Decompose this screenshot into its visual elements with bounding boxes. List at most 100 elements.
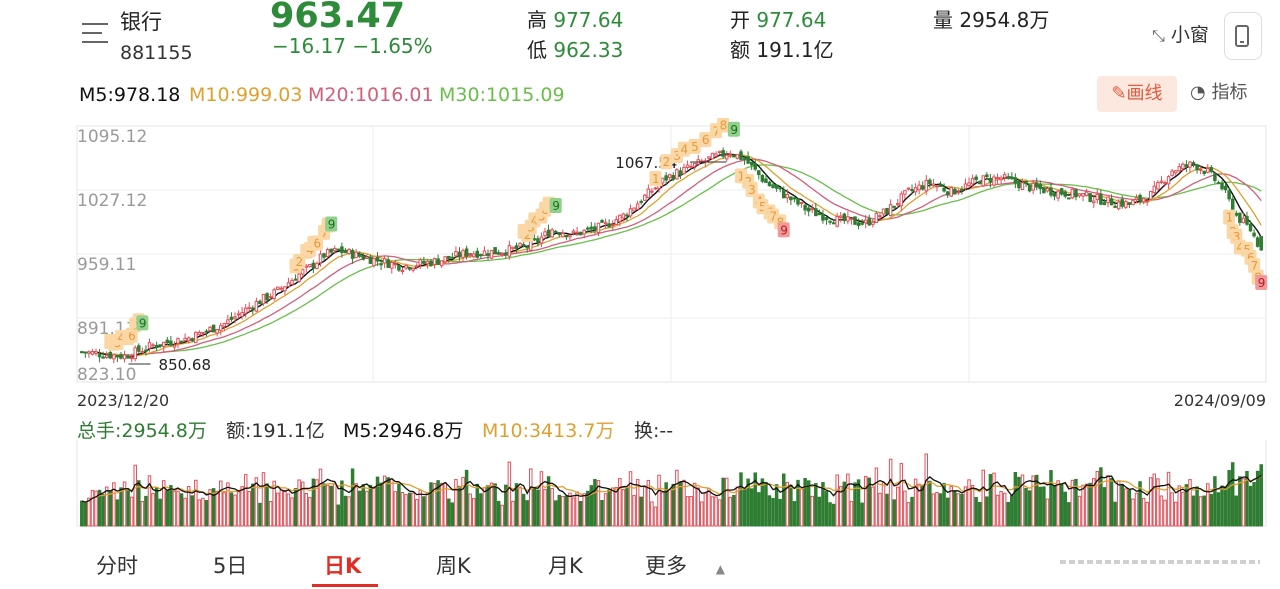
candle xyxy=(621,213,626,219)
candle xyxy=(532,238,537,241)
candle xyxy=(447,255,451,259)
menu-icon[interactable] xyxy=(82,22,108,44)
volume-bar xyxy=(126,490,130,527)
candle xyxy=(179,340,184,343)
volume-bar xyxy=(760,478,765,527)
volume-bar xyxy=(511,500,515,527)
count-marker-label: 1 xyxy=(652,172,660,186)
count-marker-label: 5 xyxy=(691,140,699,154)
candle xyxy=(318,253,323,264)
volume-bar xyxy=(347,496,351,527)
candle xyxy=(924,179,929,192)
phone-icon xyxy=(1235,25,1249,47)
volume-bar xyxy=(724,477,729,527)
tab-monthly-k[interactable]: 月K xyxy=(548,554,583,578)
volume-bar xyxy=(464,469,469,527)
y-tick-label: 1095.12 xyxy=(77,127,147,147)
volume-bar xyxy=(393,491,398,527)
candle xyxy=(906,187,911,190)
volume-bar xyxy=(243,474,248,527)
candle xyxy=(707,156,711,159)
candle xyxy=(87,351,91,354)
volume-bar xyxy=(1245,470,1249,527)
volume-bar xyxy=(1013,472,1018,527)
candle xyxy=(903,190,907,195)
volume-bar xyxy=(272,480,276,527)
volume-bar xyxy=(543,489,547,527)
volume-bar xyxy=(635,479,640,527)
tab-weekly-k[interactable]: 周K xyxy=(436,554,471,578)
candle xyxy=(1067,197,1071,200)
candle xyxy=(272,289,276,299)
volume-bar xyxy=(1024,487,1028,527)
candle xyxy=(422,260,426,264)
candle xyxy=(1138,194,1142,202)
draw-line-button[interactable]: ✎画线 xyxy=(1097,76,1177,112)
count-marker-label: 9 xyxy=(1258,276,1266,290)
volume-bar xyxy=(1223,486,1228,527)
volume-bar xyxy=(1241,478,1246,527)
volume-bar xyxy=(1202,495,1206,527)
volume-bar xyxy=(575,491,579,527)
volume-bar xyxy=(1006,501,1010,527)
volume-bar xyxy=(564,495,569,527)
candle xyxy=(1173,170,1178,174)
candle xyxy=(945,191,950,196)
candle xyxy=(457,251,462,258)
mini-window-button[interactable]: ⤡ 小窗 xyxy=(1152,20,1209,47)
candle xyxy=(464,248,469,257)
tab-intraday[interactable]: 分时 xyxy=(96,554,138,578)
tab-5day[interactable]: 5日 xyxy=(213,554,248,578)
volume-bar xyxy=(197,499,202,527)
landscape-button[interactable] xyxy=(1224,12,1262,60)
candle xyxy=(749,161,754,166)
volume-bar xyxy=(1109,478,1114,527)
volume-frame xyxy=(76,440,1267,527)
candle xyxy=(101,356,105,359)
volume-bar xyxy=(553,500,558,527)
count-marker-bg xyxy=(549,197,562,213)
volume-bar xyxy=(1163,499,1167,527)
volume-bar xyxy=(261,472,266,527)
volume-bar xyxy=(375,476,380,527)
volume-bar xyxy=(1102,487,1107,527)
candle xyxy=(653,187,658,190)
candle xyxy=(1177,166,1182,172)
candle xyxy=(892,205,896,208)
candle xyxy=(917,184,921,191)
candle xyxy=(692,162,697,167)
count-marker-label: 6 xyxy=(128,329,136,343)
tab-more[interactable]: 更多 ▲ xyxy=(645,550,725,580)
volume-bar xyxy=(1173,501,1178,527)
volume-bar xyxy=(233,494,237,527)
candle xyxy=(564,234,569,238)
volume-bar xyxy=(935,492,939,527)
volume-bar xyxy=(988,474,993,527)
candle xyxy=(1213,173,1217,182)
volume-bar xyxy=(101,494,105,527)
volume-bar xyxy=(618,478,622,527)
candle xyxy=(112,354,116,360)
volume-bar xyxy=(1002,492,1007,527)
volume-ma5-line xyxy=(81,474,1262,503)
volume-bar xyxy=(386,477,390,527)
volume-bar xyxy=(1077,495,1082,527)
volume-bar xyxy=(1195,486,1199,527)
candle xyxy=(1120,199,1124,207)
candle xyxy=(204,330,209,333)
volume-bar xyxy=(265,483,269,527)
high-value: 977.64 xyxy=(553,8,624,32)
candle xyxy=(575,231,579,234)
candle xyxy=(953,188,957,195)
candle xyxy=(632,207,636,212)
volume-bar xyxy=(999,491,1003,527)
volume-bar xyxy=(179,493,184,527)
indicator-button[interactable]: ◔ 指标 xyxy=(1190,78,1247,104)
count-marker-bg xyxy=(717,118,730,133)
volume-bar xyxy=(119,487,123,527)
volume-bar xyxy=(839,486,843,527)
candlestick-chart[interactable]: 1095.121027.12959.11891.11823.101067.548… xyxy=(0,118,1280,418)
candle xyxy=(1209,167,1214,172)
volume-bar xyxy=(400,491,405,527)
tab-daily-k[interactable]: 日K xyxy=(324,554,362,578)
